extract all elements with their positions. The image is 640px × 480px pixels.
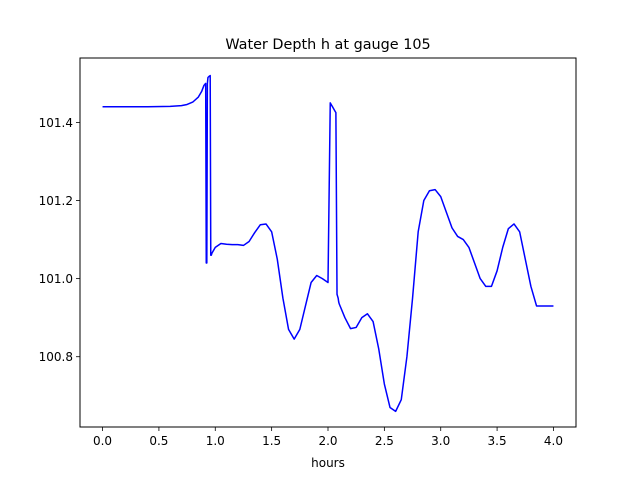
x-tick-label-3: 1.5 [262, 434, 281, 448]
plot-frame [79, 57, 577, 428]
x-tick-label-7: 3.5 [488, 434, 507, 448]
x-tick-label-4: 2.0 [318, 434, 337, 448]
series-line-0 [102, 74, 554, 413]
plot-area [102, 74, 554, 413]
x-tick-label-0: 0.0 [93, 434, 112, 448]
x-tick-label-1: 0.5 [149, 434, 168, 448]
x-tick-label-6: 3.0 [431, 434, 450, 448]
y-tick-label-2: 101.2 [39, 194, 73, 208]
y-tick-label-3: 101.4 [39, 116, 73, 130]
x-axis-label: hours [311, 456, 345, 470]
y-tick-label-1: 101.0 [39, 272, 73, 286]
x-tick-label-8: 4.0 [544, 434, 563, 448]
y-tick-label-0: 100.8 [39, 350, 73, 364]
x-tick-label-2: 1.0 [206, 434, 225, 448]
axis-ticks: 0.0 0.5 1.0 1.5 2.0 2.5 3.0 3.5 4.0 100.8 101.0 101… [39, 116, 563, 448]
x-tick-label-5: 2.5 [375, 434, 394, 448]
chart-title: Water Depth h at gauge 105 [225, 37, 430, 53]
